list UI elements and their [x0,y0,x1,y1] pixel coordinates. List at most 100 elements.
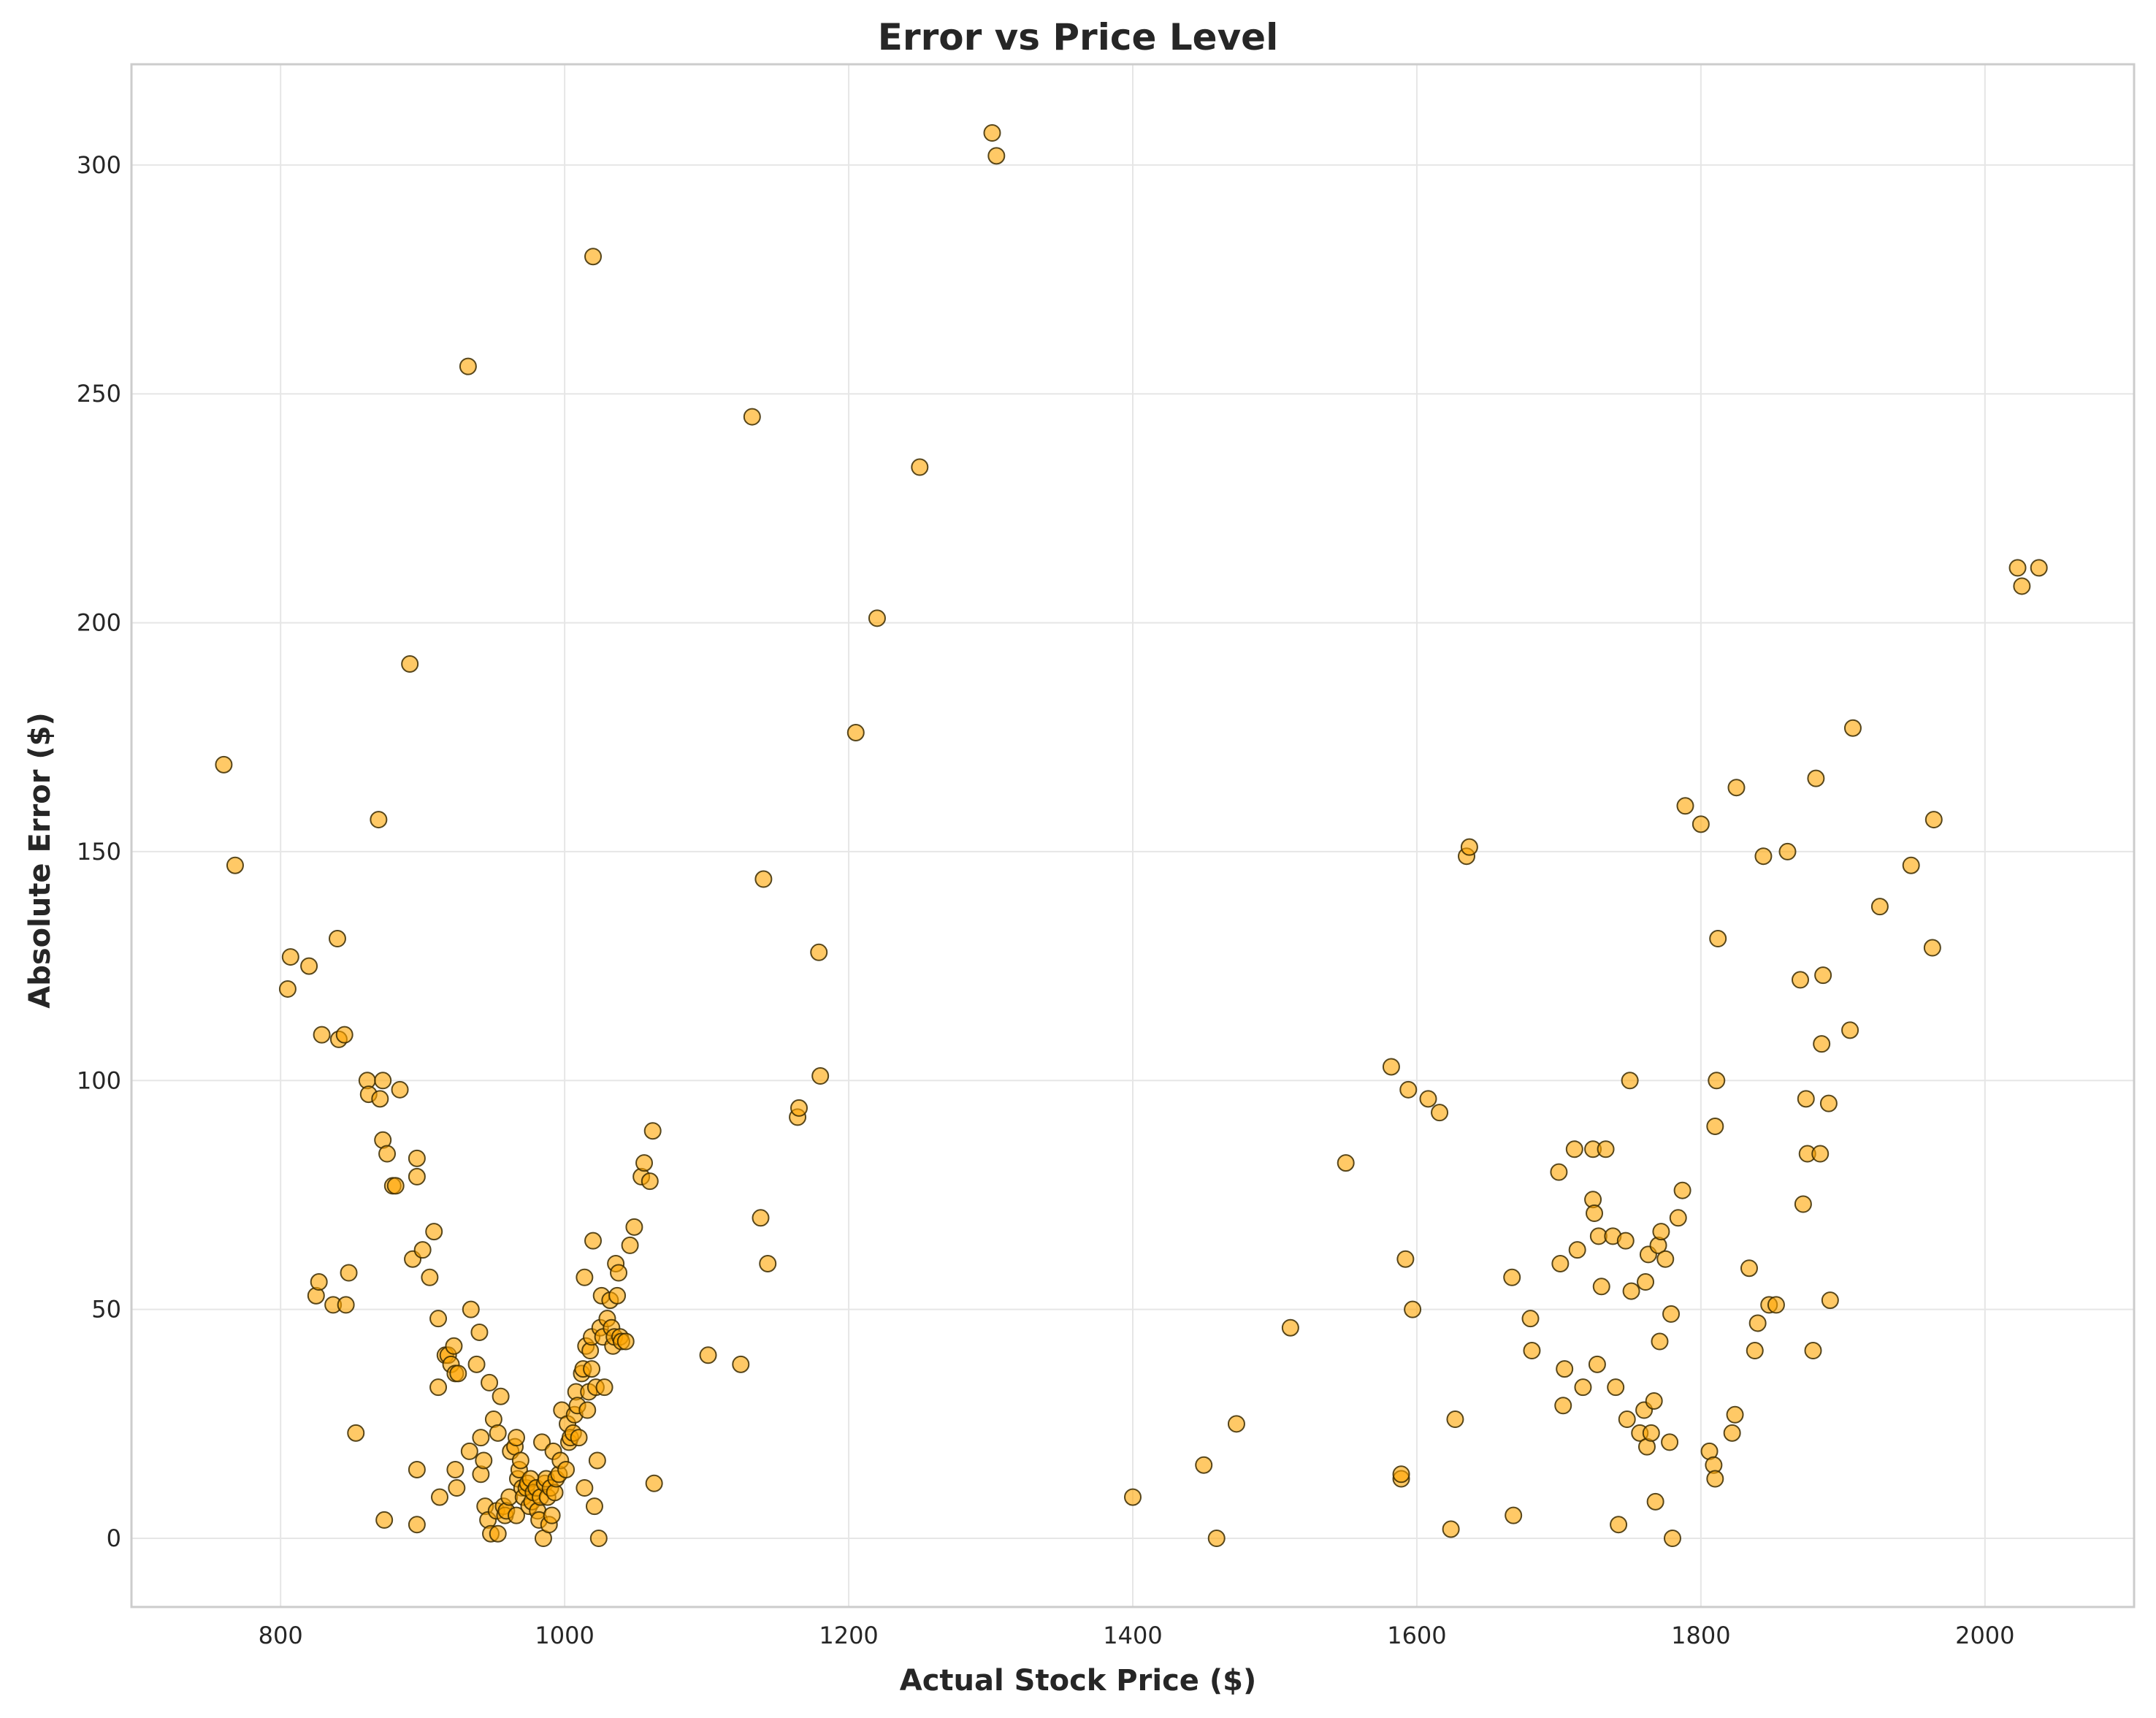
data-point [1574,1378,1592,1397]
x-tick-label: 1000 [535,1622,594,1649]
data-point [810,943,828,961]
data-point [583,1360,601,1378]
data-point [313,1026,331,1044]
data-point [585,1497,603,1516]
data-point [1207,1529,1226,1547]
data-point [584,248,603,266]
data-point [215,755,233,774]
data-point [459,357,477,375]
data-point [310,1273,328,1291]
x-tick-label: 1200 [819,1622,878,1649]
data-point [1778,842,1797,860]
data-point [226,856,244,874]
data-point [1588,1355,1606,1373]
data-point [489,1524,507,1543]
data-point [475,1451,493,1470]
y-tick-label: 150 [77,838,121,866]
data-point [1637,1273,1655,1291]
data-point [2013,577,2031,595]
data-point [2030,559,2048,577]
y-axis-ticks: 0 50 100 150 200 250 300 [77,151,121,1552]
data-point [1597,1140,1615,1158]
data-point [570,1429,588,1447]
data-point [752,1209,770,1227]
data-point [300,957,318,975]
data-point [462,1300,480,1318]
data-point [635,1154,654,1172]
data-point [616,1332,635,1351]
data-point [1673,1181,1691,1199]
data-point [448,1479,466,1497]
y-tick-label: 100 [77,1066,121,1094]
data-point [1814,966,1832,985]
data-point [470,1323,489,1341]
data-point [811,1067,830,1085]
data-point [608,1286,627,1305]
data-point [1550,1163,1568,1181]
data-point [1404,1300,1422,1318]
data-point [1503,1268,1521,1286]
data-point [1656,1250,1675,1268]
data-point [1709,930,1727,948]
data-point [1382,1058,1400,1076]
data-point [1645,1391,1663,1410]
data-point [374,1072,392,1090]
data-points [215,124,2048,1547]
y-axis-label: Absolute Error ($) [23,712,57,1009]
data-point [868,609,886,627]
data-point [378,1145,397,1163]
data-point [1565,1140,1583,1158]
data-point [584,1232,603,1250]
data-point [1505,1506,1523,1524]
data-point [2008,559,2027,577]
data-point [621,1236,639,1254]
data-point [576,1479,594,1497]
data-point [1811,1145,1830,1163]
data-point [911,458,929,476]
x-axis-ticks: 800 1000 1200 1400 1600 1800 2000 [259,1622,2015,1649]
data-point [370,811,388,829]
data-point [429,1378,448,1397]
data-point [1610,1516,1628,1534]
data-point [754,870,773,888]
data-point [533,1433,551,1451]
data-point [1804,1342,1822,1360]
data-point [445,1337,463,1355]
data-point [492,1387,510,1405]
data-point [1460,838,1478,856]
data-point [1691,815,1710,833]
data-point [1723,1424,1741,1442]
data-point [1616,1232,1635,1250]
data-point [1924,811,1943,829]
data-point [1521,1310,1540,1328]
data-point [576,1268,594,1286]
data-point [1902,856,1920,874]
data-point [460,1442,478,1460]
data-point [1767,1296,1785,1314]
data-point [578,1401,597,1419]
data-point [1663,1529,1681,1547]
data-point [421,1268,439,1286]
data-point [645,1474,663,1492]
y-tick-label: 50 [91,1296,121,1324]
data-point [467,1355,486,1373]
data-point [1792,971,1809,989]
data-point [375,1511,394,1529]
data-point [1661,1433,1679,1451]
data-point [1396,1250,1415,1268]
data-point [610,1264,628,1282]
data-point [1551,1254,1570,1272]
data-point [281,948,299,966]
data-point [625,1218,643,1236]
data-point [337,1296,355,1314]
data-point [449,1364,467,1383]
data-point [1523,1342,1541,1360]
data-point [1676,797,1694,815]
data-point [278,980,297,998]
data-point [508,1429,526,1447]
data-point [1419,1090,1437,1108]
data-point [408,1167,426,1186]
data-point [1708,1072,1726,1090]
x-tick-label: 1600 [1387,1622,1446,1649]
